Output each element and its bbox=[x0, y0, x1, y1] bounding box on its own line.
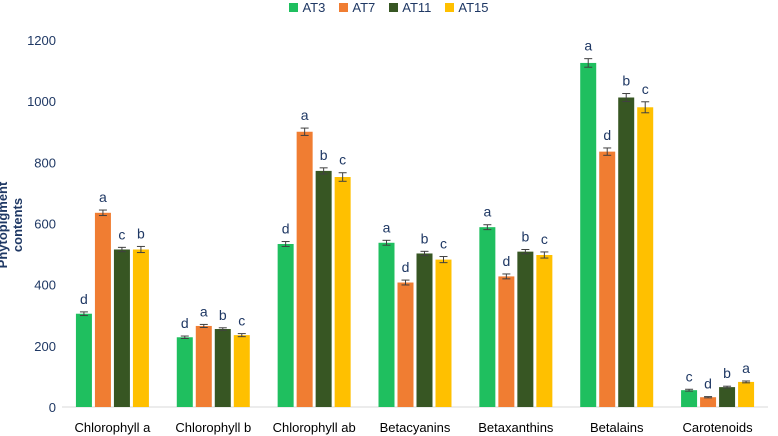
legend-swatch-at7 bbox=[339, 3, 349, 12]
legend-label-at11: AT11 bbox=[402, 0, 432, 15]
legend-swatch-at15 bbox=[445, 3, 455, 12]
bar bbox=[296, 131, 313, 407]
bar bbox=[719, 387, 736, 407]
legend-label-at15: AT15 bbox=[458, 0, 489, 15]
x-tick-label: Chlorophyll a bbox=[74, 420, 151, 435]
y-tick-label: 400 bbox=[34, 278, 56, 293]
significance-letter: c bbox=[686, 368, 693, 384]
x-tick-label: Betalains bbox=[590, 420, 644, 435]
bar bbox=[637, 107, 654, 408]
bar bbox=[435, 259, 452, 407]
bar bbox=[378, 242, 395, 407]
x-tick-label: Chlorophyll ab bbox=[273, 420, 356, 435]
legend-item-at11: AT11 bbox=[389, 0, 431, 15]
x-tick-label: Chlorophyll b bbox=[175, 420, 251, 435]
bar bbox=[132, 249, 149, 407]
bar bbox=[277, 243, 294, 407]
significance-letter: b bbox=[421, 230, 429, 246]
bar bbox=[233, 335, 250, 407]
significance-letter: b bbox=[320, 147, 328, 163]
y-tick-label: 600 bbox=[34, 217, 56, 232]
y-tick-label: 200 bbox=[34, 339, 56, 354]
bar bbox=[113, 249, 130, 407]
significance-letter: d bbox=[603, 127, 611, 143]
x-tick-label: Betaxanthins bbox=[478, 420, 554, 435]
significance-letter: c bbox=[118, 226, 125, 242]
significance-letter: d bbox=[282, 221, 290, 237]
legend-item-at15: AT15 bbox=[445, 0, 489, 15]
significance-letter: a bbox=[383, 219, 391, 235]
significance-letter: c bbox=[541, 231, 548, 247]
significance-letter: d bbox=[80, 291, 88, 307]
bar bbox=[397, 282, 414, 407]
bar bbox=[536, 255, 553, 407]
bar bbox=[498, 276, 515, 407]
significance-letter: a bbox=[483, 204, 491, 220]
bar bbox=[214, 329, 231, 407]
significance-letter: b bbox=[219, 307, 227, 323]
significance-letter: d bbox=[704, 376, 712, 392]
bar bbox=[580, 62, 597, 407]
y-tick-label: 1000 bbox=[27, 94, 56, 109]
bar bbox=[599, 151, 616, 407]
legend-swatch-at3 bbox=[289, 3, 299, 12]
significance-letter: a bbox=[301, 107, 309, 123]
bar bbox=[416, 253, 433, 407]
legend-item-at7: AT7 bbox=[339, 0, 375, 15]
x-tick-label: Carotenoids bbox=[683, 420, 754, 435]
bar bbox=[618, 97, 635, 407]
bar bbox=[479, 227, 496, 407]
significance-letter: c bbox=[339, 152, 346, 168]
legend-swatch-at11 bbox=[389, 3, 399, 12]
significance-letter: c bbox=[440, 236, 447, 252]
significance-letter: b bbox=[723, 365, 731, 381]
significance-letter: b bbox=[622, 73, 630, 89]
significance-letter: a bbox=[200, 303, 208, 319]
bar bbox=[75, 313, 92, 407]
significance-letter: a bbox=[584, 38, 592, 54]
significance-letter: c bbox=[238, 313, 245, 329]
significance-letter: c bbox=[642, 81, 649, 97]
chart-legend: AT3 AT7 AT11 AT15 bbox=[0, 0, 778, 15]
bar bbox=[517, 251, 534, 407]
significance-letter: d bbox=[502, 253, 510, 269]
y-tick-label: 1200 bbox=[27, 33, 56, 48]
x-tick-label: Betacyanins bbox=[380, 420, 451, 435]
bar bbox=[176, 337, 193, 407]
bar bbox=[195, 325, 212, 407]
bar bbox=[315, 170, 332, 407]
significance-letter: a bbox=[742, 360, 750, 376]
legend-item-at3: AT3 bbox=[289, 0, 325, 15]
legend-label-at3: AT3 bbox=[302, 0, 326, 15]
significance-letter: a bbox=[99, 189, 107, 205]
bar bbox=[738, 381, 755, 407]
significance-letter: d bbox=[402, 259, 410, 275]
bar bbox=[681, 390, 698, 407]
significance-letter: b bbox=[137, 225, 145, 241]
significance-letter: d bbox=[181, 315, 189, 331]
legend-label-at7: AT7 bbox=[352, 0, 376, 15]
bar bbox=[700, 397, 717, 407]
significance-letter: b bbox=[521, 228, 529, 244]
bar bbox=[334, 177, 351, 407]
y-tick-label: 800 bbox=[34, 155, 56, 170]
y-tick-label: 0 bbox=[49, 400, 56, 415]
bar bbox=[94, 212, 111, 407]
